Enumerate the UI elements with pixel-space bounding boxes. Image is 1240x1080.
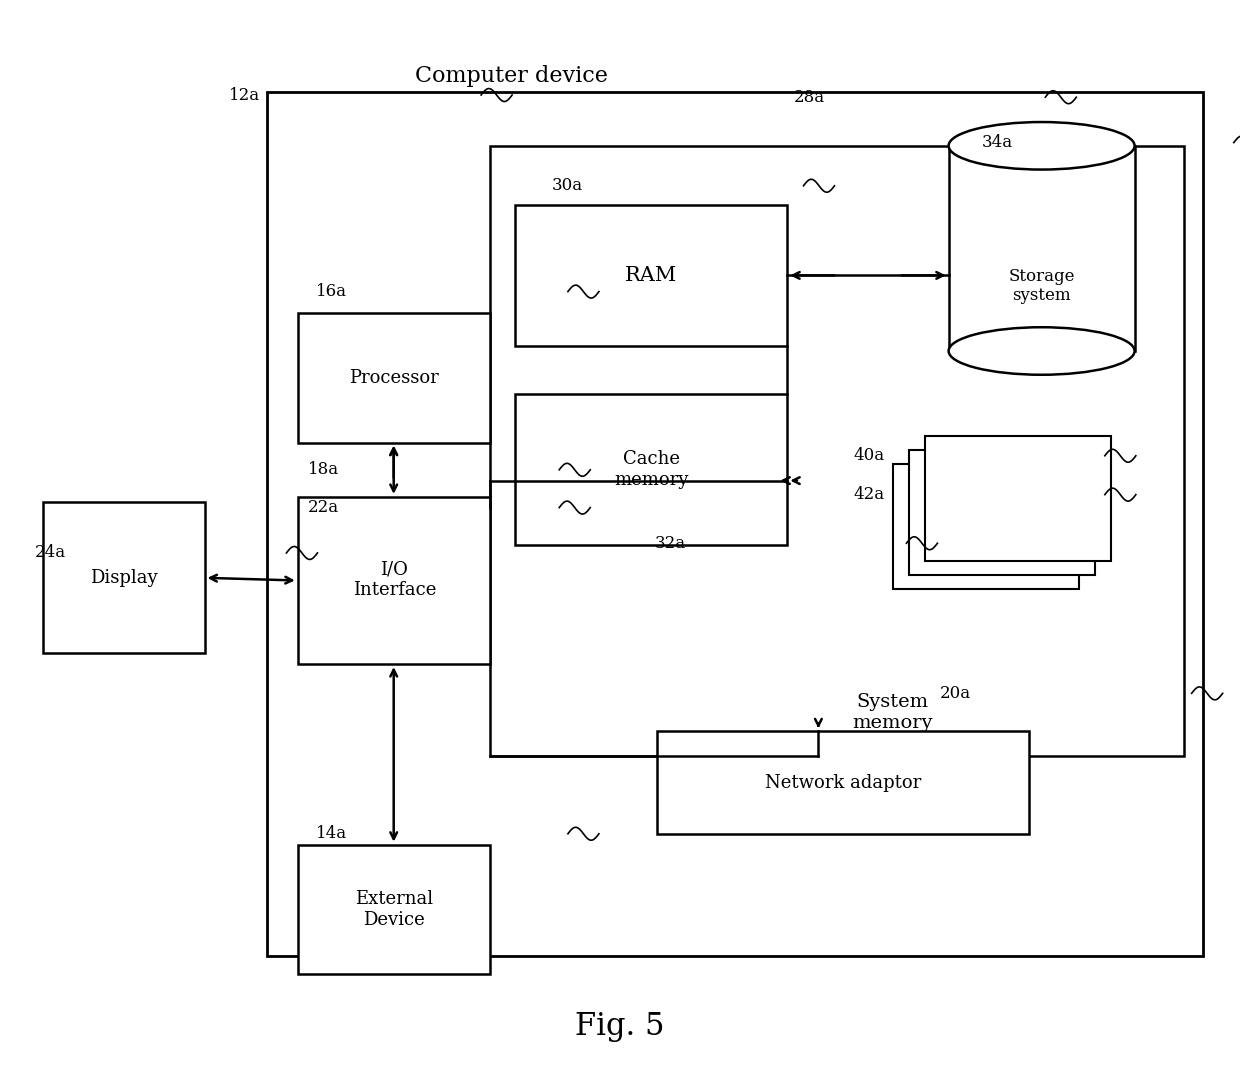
Bar — [893, 464, 1079, 589]
Text: 28a: 28a — [794, 89, 825, 106]
Text: Network adaptor: Network adaptor — [765, 774, 921, 792]
Text: Computer device: Computer device — [415, 65, 609, 86]
Text: 34a: 34a — [982, 134, 1013, 151]
Text: 24a: 24a — [35, 544, 66, 562]
Bar — [298, 497, 490, 664]
Text: 12a: 12a — [229, 86, 260, 104]
Bar — [267, 92, 1203, 956]
Text: RAM: RAM — [625, 266, 677, 285]
Bar — [515, 394, 787, 545]
Text: 16a: 16a — [316, 283, 347, 300]
Bar — [298, 845, 490, 974]
Text: 40a: 40a — [853, 447, 884, 464]
Text: 22a: 22a — [308, 499, 339, 516]
Text: 42a: 42a — [853, 486, 884, 503]
Text: 30a: 30a — [552, 177, 583, 194]
Text: 32a: 32a — [655, 535, 686, 552]
Bar — [909, 450, 1095, 575]
Bar — [515, 205, 787, 346]
Text: 20a: 20a — [940, 685, 971, 702]
Text: Fig. 5: Fig. 5 — [575, 1011, 665, 1041]
Text: Storage
system: Storage system — [1008, 268, 1075, 305]
Text: Cache
memory: Cache memory — [614, 450, 688, 489]
Text: 18a: 18a — [308, 461, 339, 478]
Text: Display: Display — [91, 569, 157, 586]
Text: Processor: Processor — [350, 369, 439, 387]
Bar — [43, 502, 205, 653]
Bar — [657, 731, 1029, 834]
Bar — [298, 313, 490, 443]
Text: I/O
Interface: I/O Interface — [352, 561, 436, 599]
Bar — [925, 436, 1111, 561]
Text: External
Device: External Device — [355, 890, 434, 929]
Bar — [949, 146, 1135, 351]
Ellipse shape — [949, 122, 1135, 170]
Bar — [490, 146, 1184, 756]
Ellipse shape — [949, 327, 1135, 375]
Text: System
memory: System memory — [853, 693, 932, 732]
Text: 14a: 14a — [316, 825, 347, 842]
